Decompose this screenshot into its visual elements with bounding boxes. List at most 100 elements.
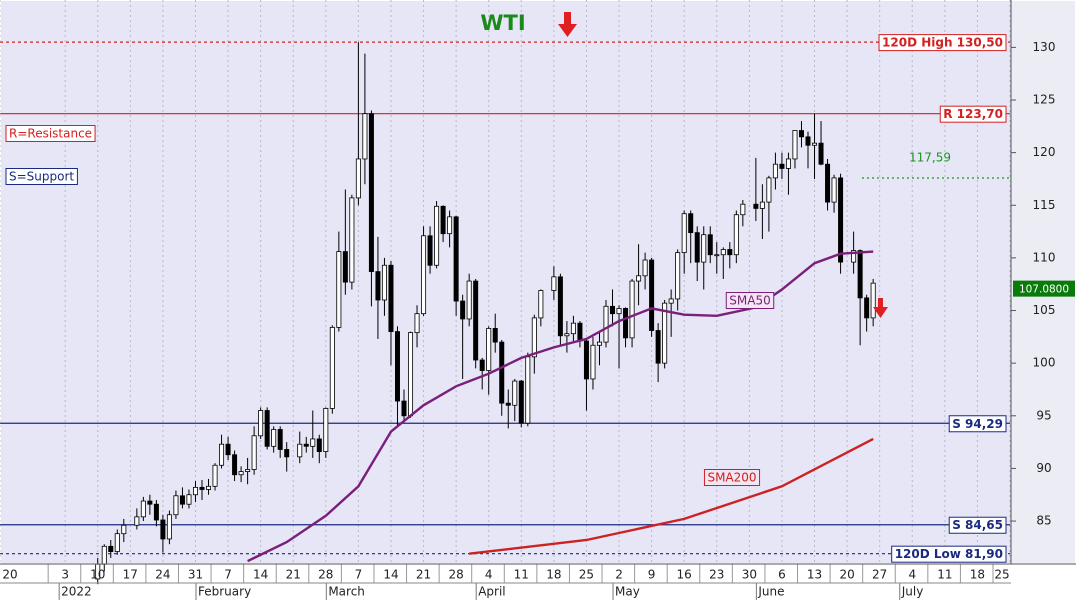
candle-body: [564, 333, 570, 337]
candle-body: [857, 250, 863, 299]
candle-body: [851, 250, 857, 263]
candle-body: [486, 328, 492, 371]
candle-body: [101, 545, 107, 565]
candle-body: [381, 264, 387, 301]
label-box: [891, 545, 1007, 563]
candle-body: [792, 130, 798, 160]
candle-body: [525, 356, 531, 424]
candle-body: [310, 438, 316, 447]
candle-body: [121, 524, 127, 535]
x-tick-label: 25: [579, 568, 594, 582]
plot-area: [1, 1, 1011, 563]
x-tick-label: 17: [123, 568, 138, 582]
candle-body: [297, 443, 303, 458]
y-tick-label: 105: [1033, 303, 1056, 317]
candle-body: [740, 203, 746, 216]
x-tick-label: 14: [253, 568, 268, 582]
candle-body: [329, 326, 335, 409]
x-tick-label: 16: [677, 568, 692, 582]
candle-body: [192, 486, 198, 496]
candle-body: [153, 503, 159, 521]
month-label: July: [901, 585, 924, 599]
candle-body: [232, 454, 238, 476]
level-label: 120D Low 81,90: [895, 547, 1003, 561]
candle-body: [759, 201, 765, 209]
candle-body: [505, 402, 511, 406]
candle-body: [864, 297, 870, 319]
candle-body: [258, 410, 264, 437]
label-box: [948, 415, 1007, 433]
candle-body: [336, 251, 342, 328]
candle-body: [362, 113, 368, 160]
x-tick-label: 7: [355, 568, 363, 582]
candle-body: [590, 344, 596, 380]
x-tick-label: 27: [872, 568, 887, 582]
candle-body: [284, 449, 290, 458]
down-arrow: [873, 298, 888, 318]
candle-body: [264, 410, 270, 447]
last-price-box: [1013, 280, 1075, 297]
level-label: 120D High 130,50: [882, 36, 1003, 50]
level-label: R 123,70: [943, 107, 1003, 121]
candle-body: [596, 341, 602, 346]
candle-body: [212, 464, 218, 487]
candle-body: [870, 282, 876, 319]
x-tick-label: 7: [224, 568, 232, 582]
x-tick-label: 6: [778, 568, 786, 582]
label-box: [703, 469, 761, 486]
legend-label: SMA50: [729, 294, 770, 308]
candle-body: [225, 443, 231, 456]
x-tick-label: 21: [286, 568, 301, 582]
candle-body: [114, 533, 120, 552]
x-tick-label: 11: [514, 568, 529, 582]
x-tick-label: 24: [155, 568, 170, 582]
candle-body: [440, 205, 446, 235]
month-label: February: [198, 585, 251, 599]
x-tick-label: 14: [383, 568, 398, 582]
candle-body: [199, 486, 205, 490]
chart-title: WTI: [480, 11, 525, 35]
y-tick-label: 115: [1033, 198, 1056, 212]
candle-body: [512, 380, 518, 406]
candle-body: [531, 317, 537, 358]
candle-body: [557, 276, 563, 337]
month-label: June: [757, 585, 784, 599]
candle-body: [805, 136, 811, 146]
candle-body: [772, 163, 778, 179]
candle-body: [179, 495, 185, 505]
level-label: 117,59: [909, 151, 951, 165]
candle-body: [636, 275, 642, 282]
candle-body: [707, 234, 713, 256]
y-tick-label: 130: [1033, 40, 1056, 54]
candle-body: [219, 443, 225, 466]
candle-body: [818, 142, 824, 165]
marks: [0, 41, 1010, 585]
level-label: S 84,65: [952, 518, 1003, 532]
candle-body: [831, 177, 837, 203]
candle-body: [303, 443, 309, 447]
candle-body: [825, 163, 831, 203]
label-box: [878, 34, 1007, 52]
candle-body: [427, 235, 433, 266]
candle-body: [681, 213, 687, 254]
label-box: [725, 292, 775, 309]
y-tick-label: 85: [1036, 514, 1051, 528]
candle-body: [271, 429, 277, 447]
x-tick-label: 2: [615, 568, 623, 582]
x-tick-label: 9: [648, 568, 656, 582]
x-tick-label: 4: [908, 568, 916, 582]
candle-body: [147, 500, 153, 505]
candle-body: [714, 254, 720, 257]
note: S=Support: [9, 170, 74, 184]
candle-body: [186, 494, 192, 505]
candle-body: [518, 380, 524, 424]
candle-body: [479, 359, 485, 371]
candle-body: [401, 400, 407, 417]
candle-body: [460, 300, 466, 320]
x-tick-label: 25: [994, 568, 1009, 582]
candle-body: [316, 438, 322, 452]
candle-body: [238, 471, 244, 476]
x-tick-label: 11: [937, 568, 952, 582]
candle-body: [753, 203, 759, 209]
